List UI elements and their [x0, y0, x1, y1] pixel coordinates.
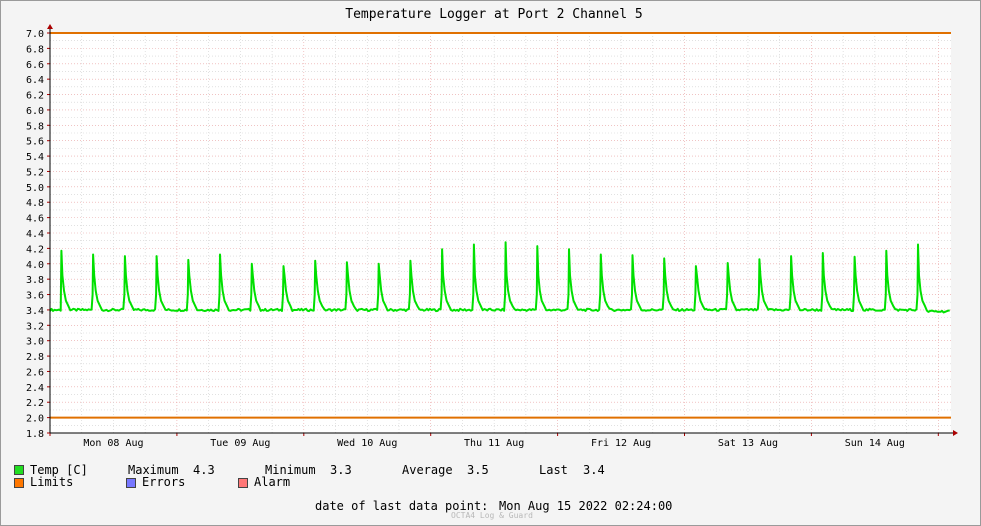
x-tick-label: Mon 08 Aug — [83, 438, 143, 449]
y-tick-label: 4.8 — [26, 198, 44, 209]
legend-errors-label: Errors — [142, 475, 186, 489]
legend-minimum-label: Minimum — [265, 463, 316, 477]
x-tick-label: Wed 10 Aug — [337, 438, 397, 449]
x-tick-label: Thu 11 Aug — [464, 438, 524, 449]
y-tick-label: 2.0 — [26, 414, 44, 425]
x-tick-label: Fri 12 Aug — [591, 438, 651, 449]
y-tick-label: 3.2 — [26, 321, 44, 332]
y-tick-label: 1.8 — [26, 429, 44, 440]
legend-temp-label: Temp [C] — [30, 463, 88, 477]
y-tick-label: 3.4 — [26, 306, 44, 317]
y-tick-label: 2.8 — [26, 352, 44, 363]
y-tick-label: 7.0 — [26, 29, 44, 40]
legend-average-label: Average — [402, 463, 453, 477]
y-tick-label: 4.0 — [26, 260, 44, 271]
y-tick-label: 2.4 — [26, 383, 44, 394]
x-tick-label: Sat 13 Aug — [718, 438, 778, 449]
watermark-text: OCTA4 Log & Guard — [451, 511, 533, 520]
last-data-point-value: Mon Aug 15 2022 02:24:00 — [499, 499, 673, 513]
y-tick-label: 4.6 — [26, 214, 44, 225]
legend-alarm-label: Alarm — [254, 475, 291, 489]
y-tick-label: 6.2 — [26, 91, 44, 102]
temp-series-line — [49, 241, 950, 314]
chart-title: Temperature Logger at Port 2 Channel 5 — [345, 7, 642, 22]
y-tick-label: 6.4 — [26, 75, 44, 86]
y-tick-label: 6.6 — [26, 60, 44, 71]
x-tick-label: Sun 14 Aug — [845, 438, 905, 449]
y-tick-label: 6.8 — [26, 44, 44, 55]
limits-swatch — [14, 478, 24, 488]
y-tick-label: 5.4 — [26, 152, 44, 163]
y-tick-label: 3.6 — [26, 291, 44, 302]
y-tick-label: 5.0 — [26, 183, 44, 194]
temp-swatch — [14, 465, 24, 475]
y-tick-label: 3.0 — [26, 337, 44, 348]
y-tick-label: 5.2 — [26, 167, 44, 178]
x-axis-arrow — [953, 430, 958, 436]
alarm-swatch — [238, 478, 248, 488]
y-tick-label: 6.0 — [26, 106, 44, 117]
legend-last-value: 3.4 — [583, 463, 605, 477]
y-tick-label: 4.4 — [26, 229, 44, 240]
y-tick-label: 2.6 — [26, 367, 44, 378]
last-data-point-label: date of last data point: — [315, 499, 489, 513]
legend-last-label: Last — [539, 463, 568, 477]
legend-average-value: 3.5 — [467, 463, 489, 477]
x-tick-label: Tue 09 Aug — [210, 438, 270, 449]
y-tick-label: 5.8 — [26, 121, 44, 132]
y-axis-arrow — [47, 24, 53, 29]
legend-maximum-value: 4.3 — [193, 463, 215, 477]
y-tick-label: 4.2 — [26, 244, 44, 255]
legend-limits-label: Limits — [30, 475, 74, 489]
y-tick-label: 3.8 — [26, 275, 44, 286]
y-tick-label: 2.2 — [26, 398, 44, 409]
errors-swatch — [126, 478, 136, 488]
legend-maximum-label: Maximum — [128, 463, 179, 477]
y-tick-label: 5.6 — [26, 137, 44, 148]
legend-minimum-value: 3.3 — [330, 463, 352, 477]
